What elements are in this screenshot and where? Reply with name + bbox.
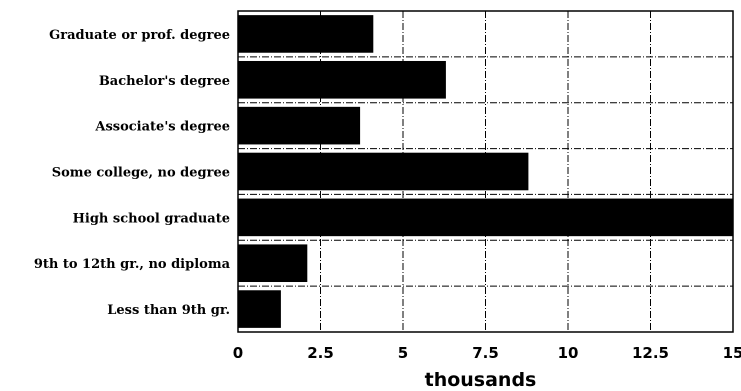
category-label: Associate's degree bbox=[94, 120, 230, 135]
x-tick-labels: 0 2.5 5 7.5 10 12.5 15 bbox=[233, 344, 741, 362]
bars bbox=[238, 15, 733, 328]
category-labels: Graduate or prof. degree Bachelor's degre… bbox=[34, 28, 231, 318]
bar bbox=[238, 152, 529, 191]
x-tick-label: 2.5 bbox=[307, 344, 334, 362]
x-tick-label: 15 bbox=[723, 344, 741, 362]
category-label: Graduate or prof. degree bbox=[49, 28, 230, 43]
bar bbox=[238, 244, 308, 283]
bar bbox=[238, 60, 446, 99]
x-axis-title: thousands bbox=[425, 369, 537, 391]
plot-frame bbox=[237, 10, 734, 333]
bar bbox=[238, 198, 733, 237]
x-tick-label: 10 bbox=[558, 344, 579, 362]
category-label: Bachelor's degree bbox=[99, 74, 230, 89]
bar bbox=[238, 15, 374, 53]
bar bbox=[238, 106, 361, 145]
x-tick-label: 0 bbox=[233, 344, 243, 362]
bar bbox=[238, 290, 281, 328]
x-tick-label: 12.5 bbox=[632, 344, 669, 362]
category-label: Less than 9th gr. bbox=[107, 303, 230, 318]
category-label: High school graduate bbox=[73, 211, 230, 226]
category-label: 9th to 12th gr., no diploma bbox=[34, 257, 231, 272]
category-label: Some college, no degree bbox=[52, 166, 230, 181]
x-tick-label: 5 bbox=[398, 344, 408, 362]
x-tick-label: 7.5 bbox=[472, 344, 499, 362]
